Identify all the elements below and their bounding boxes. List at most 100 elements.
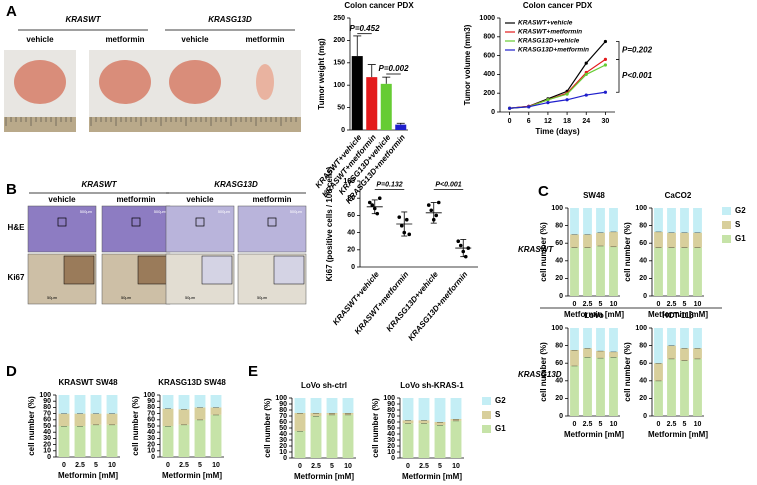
point <box>431 217 436 222</box>
x-axis-label: Metformin [mM] <box>648 430 708 439</box>
genotype-label: KRASWT <box>65 15 101 24</box>
genotype-label: KRASG13D <box>214 180 258 189</box>
y-tick-label: 100 <box>383 395 395 402</box>
tumor <box>169 60 221 104</box>
p-value: P=0.132 <box>376 181 402 188</box>
y-tick-label: 60 <box>387 419 395 426</box>
x-tick-label: 0 <box>62 462 66 469</box>
y-tick-label: 0 <box>151 454 155 461</box>
scale-bar-label: 500μm <box>154 209 167 214</box>
y-tick-label: 20 <box>43 441 51 448</box>
legend-label: KRASWT+vehicle <box>518 20 573 27</box>
y-tick-label: 80 <box>279 407 287 414</box>
y-tick-label: 100 <box>343 178 355 185</box>
point <box>370 203 375 207</box>
point <box>367 200 372 205</box>
bar-segment <box>609 328 618 352</box>
bar-segment <box>583 208 592 235</box>
legend-swatch <box>482 425 491 433</box>
y-tick-label: 100 <box>333 82 345 89</box>
bar-segment <box>654 231 663 248</box>
point <box>565 92 569 96</box>
x-tick-label: 10 <box>610 301 618 308</box>
bar-segment <box>74 413 86 426</box>
x-tick-label: 0 <box>573 301 577 308</box>
zoom-box <box>267 217 277 227</box>
bar-segment <box>570 350 579 366</box>
point <box>434 213 439 218</box>
y-tick-label: 0 <box>283 455 287 462</box>
point <box>436 200 441 205</box>
bar-segment <box>596 350 605 358</box>
stain-label: H&E <box>8 223 26 232</box>
y-tick-label: 20 <box>555 395 563 402</box>
bar-segment <box>162 426 174 457</box>
legend-swatch <box>722 221 731 229</box>
point <box>458 243 463 248</box>
y-tick-label: 100 <box>635 205 647 212</box>
x-tick-label: 6 <box>527 118 531 125</box>
legend-label: KRASWT+metformin <box>518 29 582 36</box>
bar-segment <box>106 413 118 425</box>
row-label: KRASG13D <box>518 370 562 379</box>
y-tick-label: 80 <box>555 222 563 229</box>
p-value: P<0.001 <box>622 71 653 80</box>
bar <box>351 56 363 130</box>
y-tick-label: 0 <box>559 413 563 420</box>
y-tick-label: 40 <box>387 431 395 438</box>
panel-letter: D <box>6 363 17 380</box>
y-tick-label: 80 <box>43 404 51 411</box>
x-axis-label: Metformin [mM] <box>564 310 624 319</box>
treatment-label: vehicle <box>181 35 209 44</box>
bar-segment <box>596 245 605 296</box>
y-tick-label: 50 <box>387 425 395 432</box>
treatment-label: vehicle <box>186 195 214 204</box>
y-tick-label: 10 <box>387 449 395 456</box>
bar-segment <box>194 419 206 457</box>
bar-segment <box>434 398 446 422</box>
x-tick-label: 18 <box>563 118 571 125</box>
chart-title: KRASWT SW48 <box>58 378 118 387</box>
bar-segment <box>583 357 592 416</box>
x-tick-label: KRASG13D+vehicle <box>385 269 441 333</box>
bar-segment <box>450 398 462 419</box>
y-axis-label: cell number (%) <box>263 398 272 458</box>
y-tick-label: 70 <box>43 410 51 417</box>
y-tick-label: 30 <box>279 437 287 444</box>
y-tick-label: 30 <box>387 437 395 444</box>
x-tick-label: 0 <box>298 463 302 470</box>
bar-segment <box>58 413 70 426</box>
y-tick-label: 800 <box>483 34 495 41</box>
bar-segment <box>654 328 663 364</box>
x-axis-label: Metformin [mM] <box>294 472 354 481</box>
point <box>603 90 608 94</box>
legend-swatch <box>482 411 491 419</box>
ruler <box>159 117 231 132</box>
y-tick-label: 10 <box>43 448 51 455</box>
legend-swatch <box>722 235 731 243</box>
bar <box>380 83 392 130</box>
bar-segment <box>90 424 102 457</box>
point <box>603 39 608 44</box>
x-axis-label: Time (days) <box>535 127 580 136</box>
bar-segment <box>418 398 430 421</box>
genotype-label: KRASWT <box>81 180 117 189</box>
bar-segment <box>609 357 618 416</box>
bar-segment <box>693 247 702 296</box>
bar-segment <box>680 208 689 233</box>
row-label: KRASWT <box>518 245 554 254</box>
treatment-label: vehicle <box>26 35 54 44</box>
significance-bracket <box>616 41 620 60</box>
y-tick-label: 0 <box>559 293 563 300</box>
bar-segment <box>596 328 605 351</box>
y-tick-label: 60 <box>347 212 355 219</box>
y-axis-label: cell number (%) <box>539 222 548 282</box>
point <box>546 101 550 105</box>
x-axis-label: Metformin [mM] <box>564 430 624 439</box>
ruler <box>229 117 301 132</box>
point <box>584 72 588 76</box>
point <box>456 239 461 243</box>
y-tick-label: 40 <box>639 378 647 385</box>
panel-letter: E <box>248 363 258 380</box>
